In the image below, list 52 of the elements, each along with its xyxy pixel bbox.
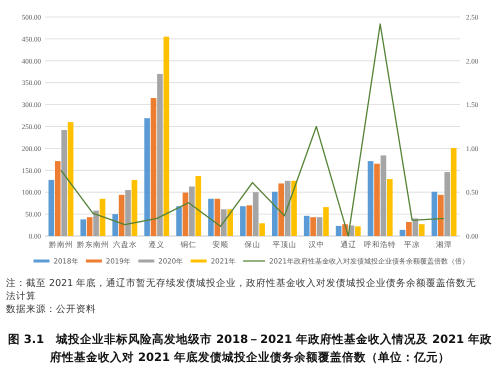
bar bbox=[323, 207, 329, 236]
bar bbox=[189, 186, 195, 236]
bar bbox=[450, 148, 456, 236]
bar bbox=[272, 192, 278, 236]
bar bbox=[240, 206, 246, 236]
bar bbox=[412, 218, 418, 236]
bar bbox=[252, 192, 259, 236]
bar bbox=[310, 217, 316, 236]
text: 注：截至 2021 年底，通辽市暂无存续发债城投企业，政府性基金收入对发债城投企业债务余额覆盖倍数无法计算 bbox=[6, 277, 476, 302]
bar bbox=[157, 74, 163, 236]
bar bbox=[86, 217, 92, 236]
bar bbox=[61, 130, 67, 236]
bar bbox=[386, 179, 393, 236]
bar bbox=[444, 172, 450, 236]
bar bbox=[304, 216, 310, 236]
bar bbox=[100, 198, 106, 236]
line-series bbox=[60, 23, 445, 237]
bar bbox=[374, 164, 380, 236]
bar bbox=[112, 214, 118, 236]
bar bbox=[432, 192, 438, 236]
bar bbox=[208, 198, 214, 236]
bar bbox=[214, 198, 220, 236]
bar bbox=[176, 206, 182, 236]
bar bbox=[132, 180, 138, 236]
bar bbox=[68, 122, 74, 236]
bar bbox=[284, 180, 290, 236]
bar bbox=[80, 219, 86, 236]
bar bbox=[246, 205, 252, 236]
bar bbox=[406, 222, 412, 236]
text: 图 3.1 城投企业非标风险高发地级市 2018－2021 年政府性基金收入情况及 2021 年政府性基金收入对 2021 年底发债城投企业债务余额覆盖倍数（单位：亿元） bbox=[8, 332, 494, 364]
bar bbox=[355, 226, 361, 236]
bar bbox=[418, 224, 425, 236]
bar bbox=[48, 180, 54, 236]
bar bbox=[400, 230, 406, 236]
bar bbox=[150, 98, 156, 236]
bar bbox=[182, 192, 188, 236]
source-note: 数据来源：公开资料 bbox=[6, 303, 96, 315]
bar bbox=[368, 161, 374, 236]
bar bbox=[278, 183, 284, 236]
bar bbox=[144, 118, 150, 236]
bar bbox=[380, 155, 386, 236]
bar bbox=[54, 161, 61, 236]
bar bbox=[195, 176, 202, 236]
bar bbox=[125, 190, 131, 236]
bar bbox=[336, 226, 342, 236]
bar bbox=[93, 210, 99, 236]
bar bbox=[164, 36, 170, 236]
bar bbox=[438, 194, 444, 236]
bar bbox=[316, 217, 322, 236]
bar bbox=[259, 223, 265, 236]
bar bbox=[291, 180, 297, 236]
bar bbox=[118, 194, 124, 236]
